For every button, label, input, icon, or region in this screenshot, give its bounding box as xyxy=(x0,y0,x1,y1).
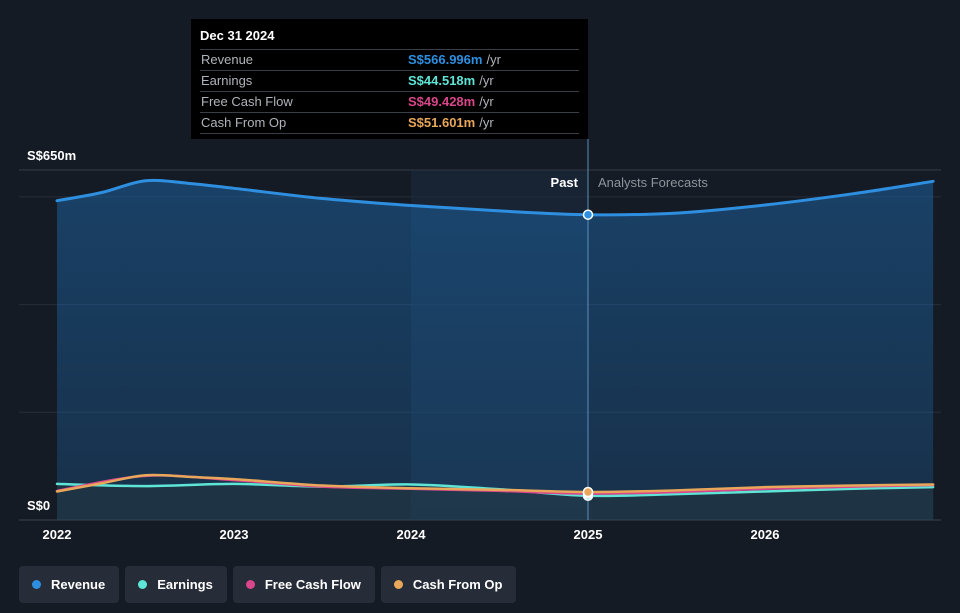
tooltip-row: Earnings S$44.518m/yr xyxy=(200,70,579,91)
tooltip-row-label: Revenue xyxy=(201,52,254,67)
series-lines xyxy=(55,178,935,498)
legend-dot-icon xyxy=(138,580,148,589)
x-tick-label: 2024 xyxy=(397,527,427,542)
y-axis-labels: S$650m S$0 xyxy=(27,148,76,513)
tooltip-row: Revenue S$566.996m/yr xyxy=(200,49,579,70)
tooltip-row-unit: /yr xyxy=(479,73,494,88)
tooltip-row-value: S$49.428m/yr xyxy=(408,94,494,109)
y-tick-label: S$650m xyxy=(27,148,76,163)
tooltip-date: Dec 31 2024 xyxy=(200,28,275,43)
legend-dot-icon xyxy=(245,580,255,589)
x-tick-label: 2025 xyxy=(574,527,603,542)
tooltip-rows: Revenue S$566.996m/yr Earnings S$44.518m/yr… xyxy=(200,49,579,134)
legend-item-free-cash-flow[interactable]: Free Cash Flow xyxy=(232,566,375,603)
tooltip-row-value: S$44.518m/yr xyxy=(408,73,494,88)
tooltip-row-label: Cash From Op xyxy=(201,115,287,130)
x-tick-label: 2023 xyxy=(220,527,249,542)
legend-item-earnings[interactable]: Earnings xyxy=(125,566,227,603)
tooltip-row-label: Earnings xyxy=(201,73,253,88)
legend-label: Cash From Op xyxy=(412,577,503,592)
series-areas xyxy=(57,180,934,521)
cash-from-op-marker xyxy=(582,486,594,498)
tooltip-row-value: S$566.996m/yr xyxy=(408,52,501,67)
tooltip-row: Cash From Op S$51.601m/yr xyxy=(200,112,579,134)
earnings-area xyxy=(57,483,934,520)
revenue-line xyxy=(55,178,935,217)
x-axis-labels: 2022 2023 2024 2025 2026 xyxy=(43,527,780,542)
legend-dot-icon xyxy=(393,580,403,589)
hover-markers xyxy=(582,209,594,502)
legend-item-cash-from-op[interactable]: Cash From Op xyxy=(380,566,517,603)
forecast-label: Analysts Forecasts xyxy=(598,175,708,190)
tooltip-row-unit: /yr xyxy=(479,115,494,130)
legend: Revenue Earnings Free Cash Flow Cash From O… xyxy=(19,566,517,603)
revenue-area xyxy=(57,180,934,521)
tooltip-row: Free Cash Flow S$49.428m/yr xyxy=(200,91,579,112)
legend-label: Earnings xyxy=(157,577,213,592)
cash-from-op-line xyxy=(55,473,935,494)
legend-label: Revenue xyxy=(51,577,106,592)
legend-label: Free Cash Flow xyxy=(264,577,361,592)
x-tick-label: 2026 xyxy=(751,527,780,542)
tooltip-row-label: Free Cash Flow xyxy=(201,94,293,109)
past-label: Past xyxy=(551,175,579,190)
tooltip-row-unit: /yr xyxy=(486,52,501,67)
x-tick-label: 2022 xyxy=(43,527,72,542)
revenue-marker xyxy=(582,209,594,220)
tooltip: Dec 31 2024 Revenue S$566.996m/yr Earnings… xyxy=(191,19,588,139)
legend-dot-icon xyxy=(32,580,41,589)
y-tick-label: S$0 xyxy=(27,498,50,513)
tooltip-row-value: S$51.601m/yr xyxy=(408,115,494,130)
legend-item-revenue[interactable]: Revenue xyxy=(19,566,120,603)
tooltip-row-unit: /yr xyxy=(479,94,494,109)
